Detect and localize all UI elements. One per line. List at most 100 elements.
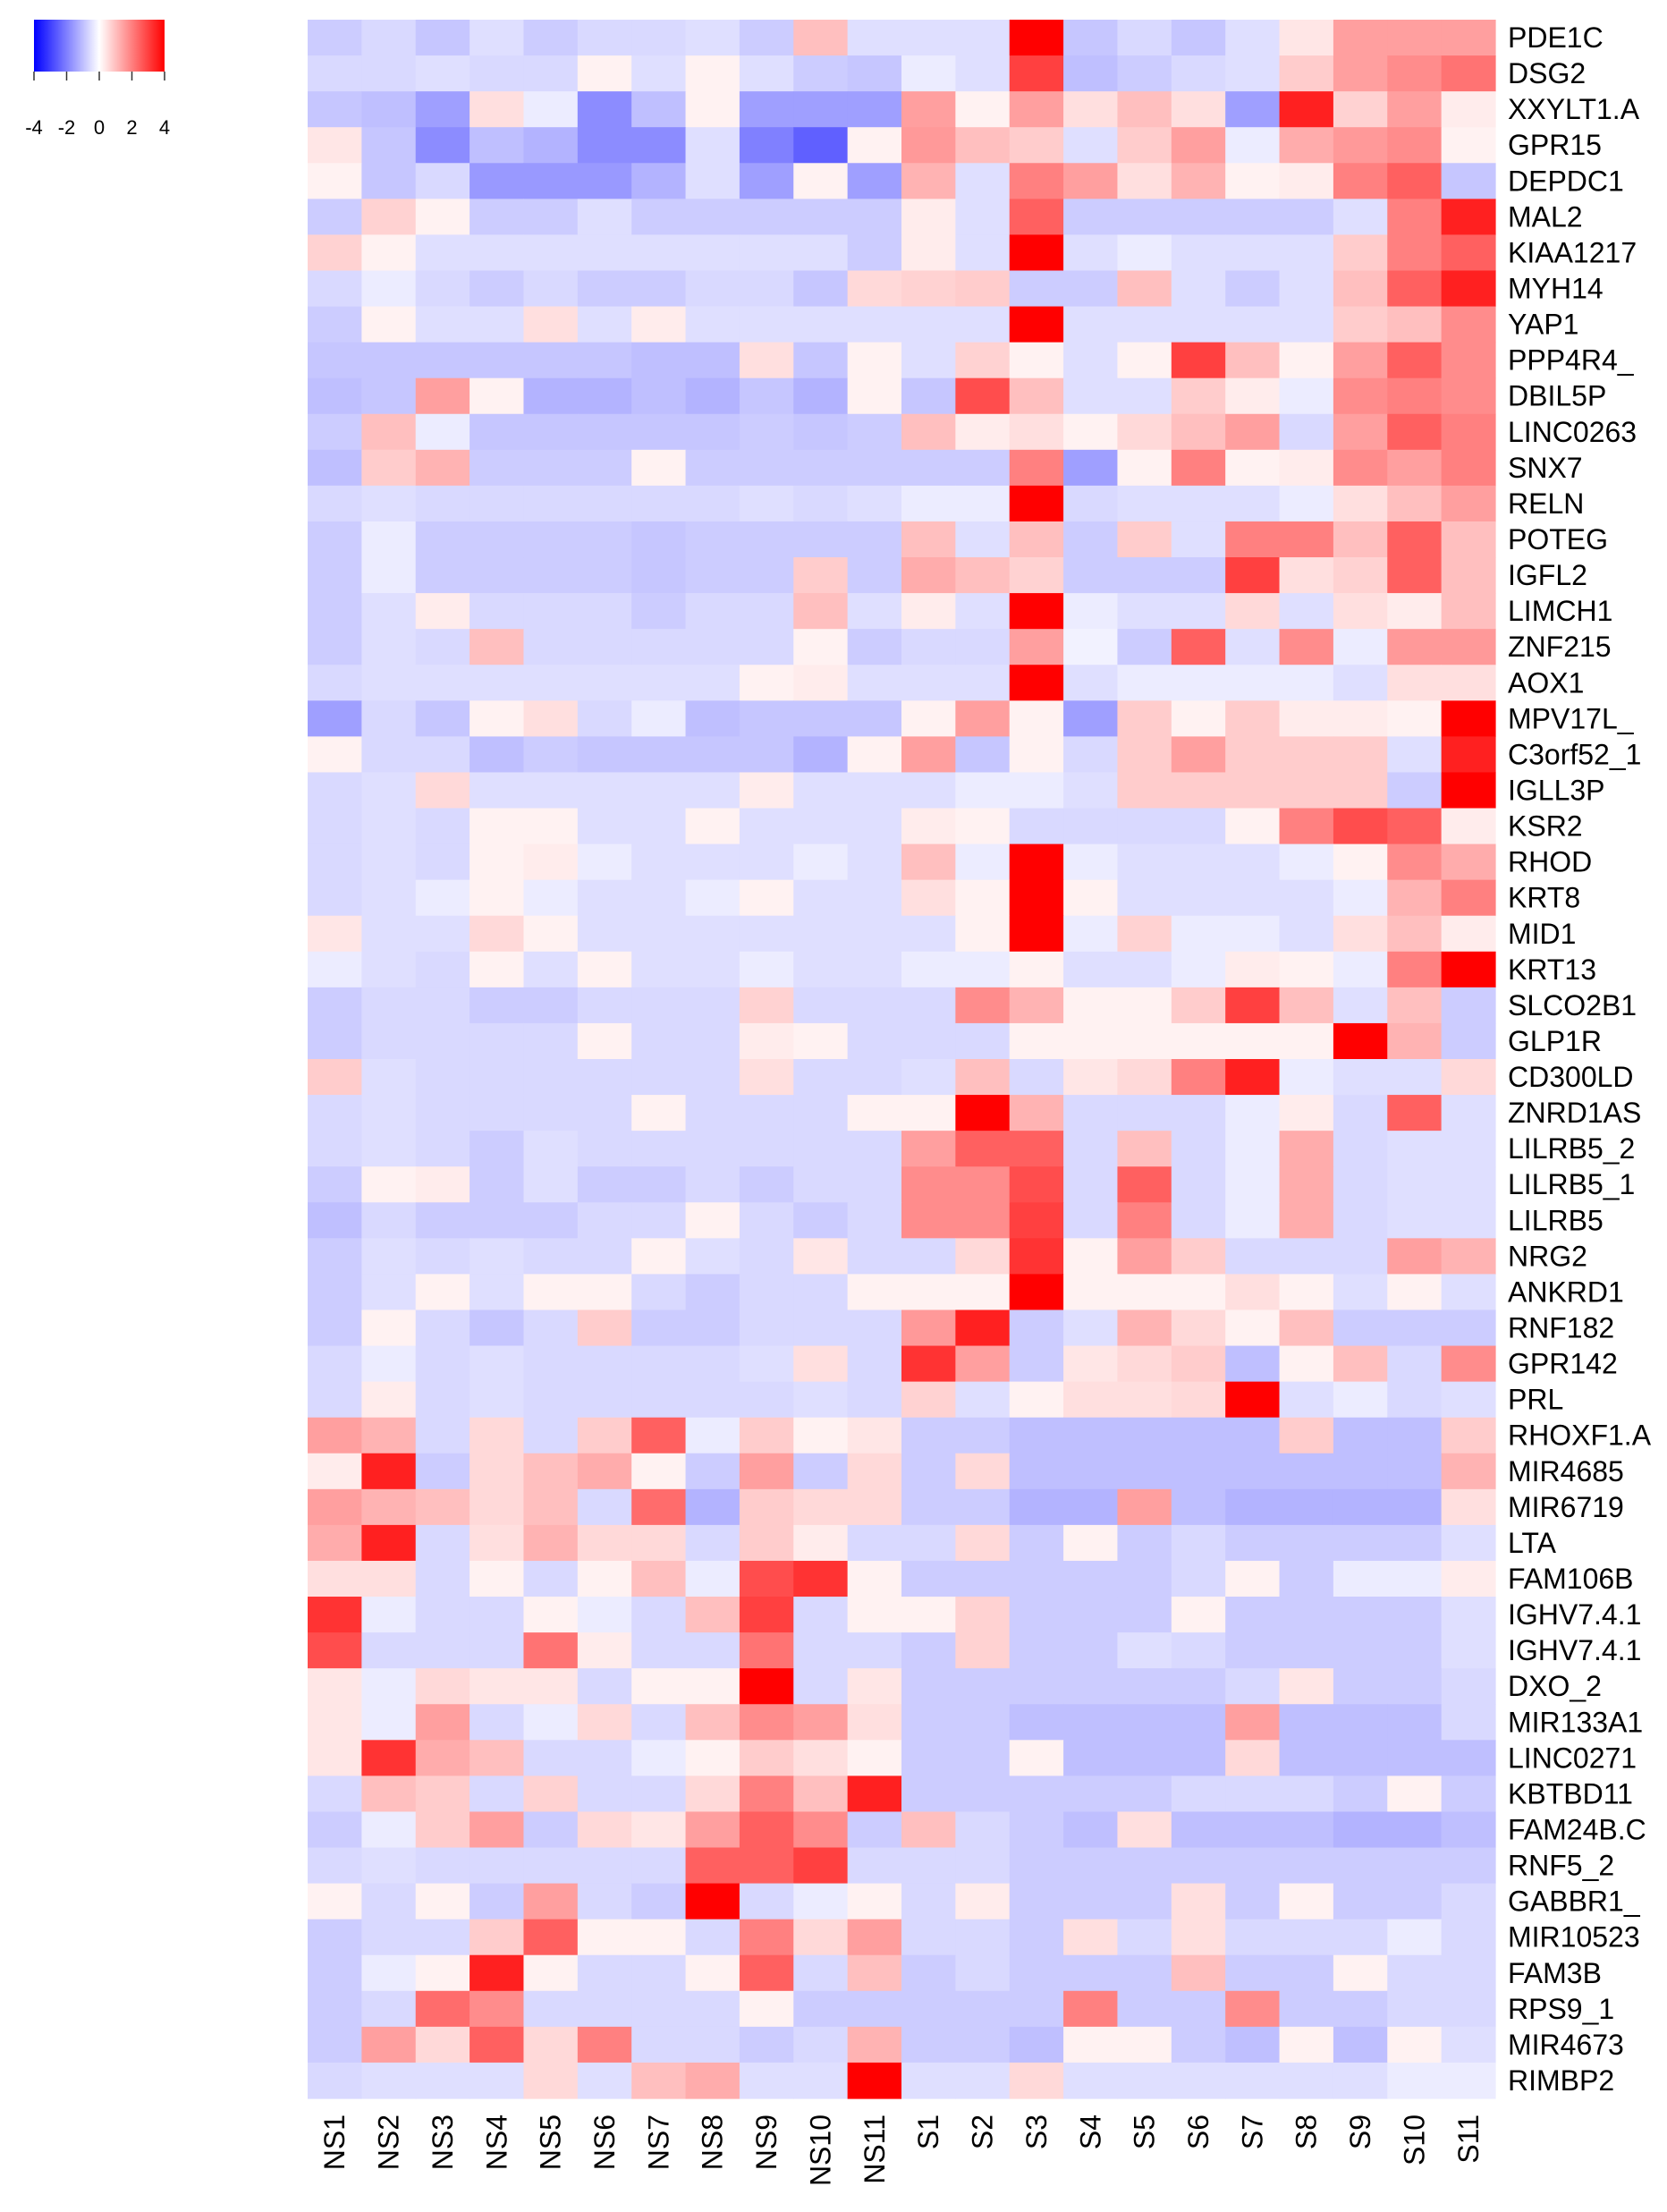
heatmap-cell xyxy=(577,1345,632,1383)
heatmap-cell xyxy=(308,1776,362,1813)
heatmap-cell xyxy=(308,163,362,199)
heatmap-cell xyxy=(470,270,525,308)
heatmap-cell xyxy=(1387,1059,1443,1096)
heatmap-cell xyxy=(1009,1560,1064,1598)
heatmap-cell xyxy=(955,1453,1011,1490)
heatmap-cell xyxy=(415,1524,470,1562)
heatmap-cell xyxy=(1171,163,1226,199)
heatmap-cell xyxy=(1171,2062,1226,2099)
heatmap-cell xyxy=(1225,306,1281,343)
heatmap-cell xyxy=(739,700,794,737)
heatmap-cell xyxy=(577,1309,632,1347)
heatmap-cell xyxy=(1171,1954,1226,1992)
heatmap-cell xyxy=(1279,485,1334,522)
heatmap-cell xyxy=(1171,1704,1226,1741)
heatmap-cell xyxy=(901,1990,956,2028)
heatmap-cell xyxy=(739,413,794,451)
heatmap-cell xyxy=(1279,342,1334,379)
heatmap-cell xyxy=(1333,127,1388,164)
heatmap-cell xyxy=(1225,1022,1281,1060)
heatmap-cell xyxy=(1171,1632,1226,1669)
heatmap-cell xyxy=(523,163,579,199)
heatmap-cell xyxy=(847,1238,902,1276)
heatmap-cell xyxy=(1117,1202,1172,1239)
heatmap-cell xyxy=(1387,1131,1443,1167)
heatmap-cell xyxy=(361,306,417,343)
heatmap-cell xyxy=(361,1954,417,1992)
heatmap-cell xyxy=(1063,163,1119,199)
heatmap-cell xyxy=(847,1309,902,1347)
heatmap-cell xyxy=(308,270,362,308)
column-label: NS11 xyxy=(859,2115,891,2184)
heatmap-cell xyxy=(1333,1095,1388,1131)
heatmap-cell xyxy=(1171,843,1226,881)
heatmap-cell xyxy=(470,700,525,737)
heatmap-cell xyxy=(523,1704,579,1741)
heatmap-cell xyxy=(1117,1274,1172,1311)
heatmap-cell xyxy=(955,1202,1011,1239)
heatmap-cell xyxy=(901,521,956,558)
heatmap-cell xyxy=(1225,1238,1281,1276)
heatmap-cell xyxy=(1441,342,1496,379)
heatmap-cell xyxy=(1063,270,1119,308)
row-label: RNF5_2 xyxy=(1508,1850,1614,1882)
heatmap-cell xyxy=(470,808,525,845)
heatmap-cell xyxy=(1063,1919,1119,1956)
heatmap-cell xyxy=(1279,665,1334,701)
heatmap-cell xyxy=(1063,2026,1119,2064)
heatmap-cell xyxy=(308,55,362,92)
heatmap-cell xyxy=(901,557,956,594)
row-label: DEPDC1 xyxy=(1508,165,1624,197)
heatmap-cell xyxy=(631,1704,687,1741)
heatmap-cell xyxy=(523,1095,579,1131)
heatmap-cell xyxy=(739,2026,794,2064)
heatmap-cell xyxy=(847,1166,902,1203)
heatmap-cell xyxy=(1441,449,1496,487)
row-label: ZNRD1AS xyxy=(1508,1097,1641,1129)
heatmap-cell xyxy=(523,1954,579,1992)
heatmap-cell xyxy=(901,1166,956,1203)
heatmap-cell xyxy=(1225,1632,1281,1669)
heatmap-cell xyxy=(1441,1095,1496,1131)
heatmap-cell xyxy=(1387,772,1443,809)
heatmap-cell xyxy=(1009,593,1064,630)
heatmap-cell xyxy=(523,1632,579,1669)
heatmap-cell xyxy=(1387,736,1443,774)
heatmap-cell xyxy=(308,1919,362,1956)
heatmap-cell xyxy=(1171,808,1226,845)
heatmap-cell xyxy=(361,1238,417,1276)
heatmap-cell xyxy=(1333,1919,1388,1956)
heatmap-cell xyxy=(1387,1560,1443,1598)
heatmap-cell xyxy=(1441,20,1496,56)
heatmap-cell xyxy=(1117,593,1172,630)
row-label: LINC0263 xyxy=(1508,416,1637,448)
heatmap-cell xyxy=(1225,1381,1281,1419)
heatmap-cell xyxy=(415,1740,470,1776)
heatmap-cell xyxy=(1387,2062,1443,2099)
heatmap-cell xyxy=(1009,1668,1064,1705)
heatmap-cell xyxy=(631,377,687,415)
heatmap-cell xyxy=(1333,1740,1388,1776)
heatmap-cell xyxy=(415,342,470,379)
heatmap-cell xyxy=(361,915,417,953)
heatmap-cell xyxy=(577,772,632,809)
heatmap-cell xyxy=(1171,1202,1226,1239)
heatmap-cell xyxy=(955,1919,1011,1956)
heatmap-cell xyxy=(1225,1668,1281,1705)
heatmap-cell xyxy=(1387,915,1443,953)
heatmap-cell xyxy=(1441,1776,1496,1813)
heatmap-cell xyxy=(1333,1990,1388,2028)
heatmap-cell xyxy=(847,1919,902,1956)
heatmap-cell xyxy=(1063,1740,1119,1776)
heatmap-cell xyxy=(1171,1668,1226,1705)
heatmap-cell xyxy=(901,1309,956,1347)
heatmap-cell xyxy=(308,1309,362,1347)
heatmap-cell xyxy=(1333,342,1388,379)
heatmap-cell xyxy=(955,449,1011,487)
heatmap-cell xyxy=(847,1488,902,1526)
heatmap-cell xyxy=(308,1740,362,1776)
heatmap-cell xyxy=(955,1560,1011,1598)
heatmap-cell xyxy=(577,1488,632,1526)
heatmap-cell xyxy=(739,55,794,92)
